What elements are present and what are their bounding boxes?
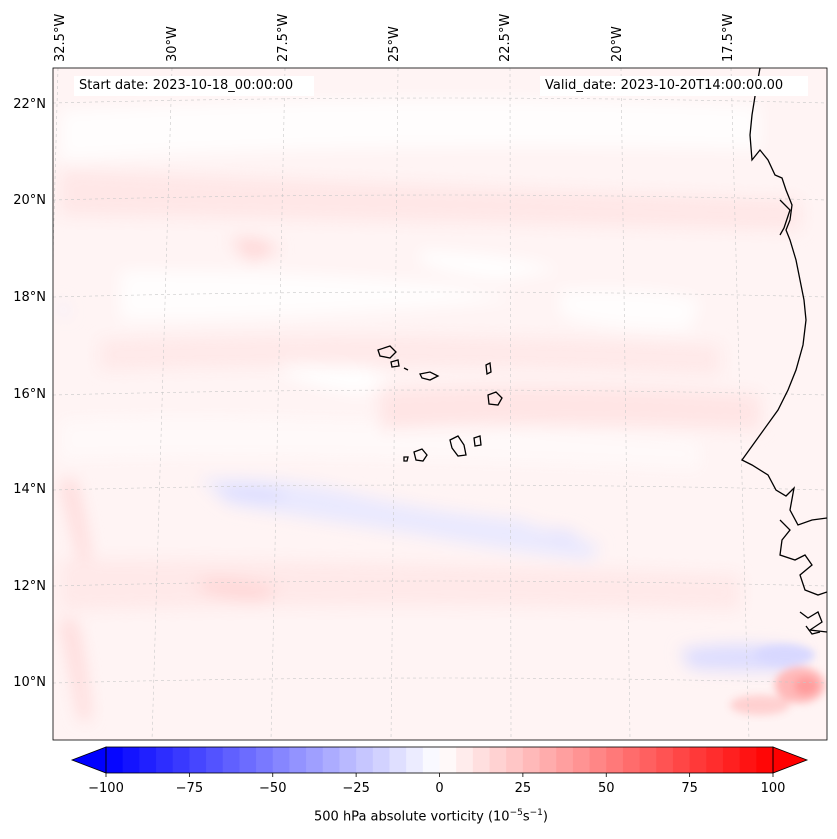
island-sao-nicolau bbox=[419, 371, 440, 381]
lat-label-22N: 22°N bbox=[13, 97, 46, 112]
lon-label-32.5W: 32.5°W bbox=[53, 13, 68, 62]
lat-label-16N: 16°N bbox=[13, 387, 46, 402]
colorbar-segment bbox=[456, 747, 474, 773]
colorbar-segment bbox=[406, 747, 424, 773]
island-sal bbox=[485, 362, 492, 375]
colorbar-segment bbox=[722, 747, 741, 773]
colorbar-tick-label: −25 bbox=[342, 781, 370, 796]
vorticity-field bbox=[53, 68, 827, 740]
colorbar-segment bbox=[306, 747, 324, 773]
island-santiago bbox=[449, 435, 467, 457]
colorbar-segment bbox=[606, 747, 624, 773]
colorbar-tick-label: 50 bbox=[597, 781, 615, 796]
lon-label-25W: 25°W bbox=[387, 26, 402, 62]
colorbar-segment bbox=[539, 747, 557, 773]
island-brava bbox=[403, 456, 409, 462]
colorbar-segment bbox=[122, 747, 140, 773]
colorbar-segment bbox=[739, 747, 757, 773]
colorbar-segment bbox=[222, 747, 240, 773]
island-santa-luzia bbox=[403, 367, 409, 371]
colorbar-segment bbox=[622, 747, 641, 773]
colorbar-segment bbox=[356, 747, 374, 773]
colorbar-tick-label: 25 bbox=[514, 781, 532, 796]
colorbar-segment bbox=[522, 747, 541, 773]
colorbar-segment bbox=[156, 747, 174, 773]
lon-label-22.5W: 22.5°W bbox=[498, 13, 513, 62]
colorbar-segment bbox=[189, 747, 207, 773]
colorbar-segment bbox=[322, 747, 340, 773]
colorbar-tick-label: 100 bbox=[760, 781, 786, 796]
graticule-longitude bbox=[53, 68, 750, 740]
cape-verde-islands bbox=[377, 345, 503, 462]
colorbar-segment bbox=[339, 747, 357, 773]
colorbar-segment bbox=[656, 747, 674, 773]
colorbar-tick-label: 0 bbox=[435, 781, 444, 796]
island-fogo bbox=[413, 448, 428, 462]
colorbar-tick-label: 75 bbox=[681, 781, 698, 796]
colorbar-segment bbox=[172, 747, 190, 773]
colorbar-segment bbox=[139, 747, 157, 773]
colorbar-segment bbox=[239, 747, 257, 773]
colorbar-segments bbox=[72, 747, 807, 773]
coastline-africa bbox=[741, 68, 827, 635]
colorbar-extend-max bbox=[772, 746, 809, 774]
colorbar-segment bbox=[589, 747, 607, 773]
lat-label-20N: 20°N bbox=[13, 193, 46, 208]
lat-label-10N: 10°N bbox=[13, 675, 46, 690]
graticule-latitude bbox=[53, 97, 827, 684]
colorbar-segment bbox=[372, 747, 390, 773]
colorbar-segment bbox=[389, 747, 407, 773]
colorbar-segment bbox=[506, 747, 524, 773]
colorbar-tick-label: −50 bbox=[259, 781, 287, 796]
start-date-text: Start date: 2023-10-18_00:00:00 bbox=[75, 77, 298, 94]
lat-label-12N: 12°N bbox=[13, 579, 46, 594]
colorbar-segment bbox=[289, 747, 307, 773]
lat-label-18N: 18°N bbox=[13, 290, 46, 305]
colorbar-segment bbox=[439, 747, 457, 773]
colorbar-tick-label: −75 bbox=[175, 781, 204, 796]
lon-label-27.5W: 27.5°W bbox=[276, 13, 291, 62]
colorbar bbox=[70, 746, 809, 777]
colorbar-segment bbox=[422, 747, 440, 773]
island-maio bbox=[473, 435, 482, 447]
colorbar-segment bbox=[206, 747, 224, 773]
colorbar-segment bbox=[256, 747, 274, 773]
colorbar-segment bbox=[272, 747, 290, 773]
colorbar-segment bbox=[639, 747, 657, 773]
colorbar-segment bbox=[489, 747, 507, 773]
island-santo-antao bbox=[377, 345, 397, 359]
valid-date-text: Valid_date: 2023-10-20T14:00:00.00 bbox=[541, 77, 788, 94]
colorbar-segment bbox=[472, 747, 491, 773]
colorbar-extend-min bbox=[70, 746, 107, 774]
lat-label-14N: 14°N bbox=[13, 482, 46, 497]
colorbar-segment bbox=[689, 747, 707, 773]
lon-label-17.5W: 17.5°W bbox=[721, 13, 736, 62]
colorbar-segment bbox=[756, 747, 774, 773]
island-sao-vicente bbox=[390, 359, 400, 368]
colorbar-segment bbox=[572, 747, 591, 773]
colorbar-segment bbox=[556, 747, 574, 773]
colorbar-label: 500 hPa absolute vorticity (10−5s−1) bbox=[314, 808, 548, 825]
colorbar-segment bbox=[672, 747, 691, 773]
colorbar-extend-max-fill bbox=[773, 747, 807, 773]
lon-label-30W: 30°W bbox=[165, 26, 180, 62]
map-frame bbox=[52, 67, 828, 741]
lon-label-20W: 20°W bbox=[610, 26, 625, 62]
colorbar-tick-label: −100 bbox=[88, 781, 124, 796]
colorbar-extend-min-fill bbox=[72, 747, 106, 773]
colorbar-segment bbox=[106, 747, 124, 773]
island-boa-vista bbox=[487, 391, 503, 406]
colorbar-segment bbox=[706, 747, 724, 773]
